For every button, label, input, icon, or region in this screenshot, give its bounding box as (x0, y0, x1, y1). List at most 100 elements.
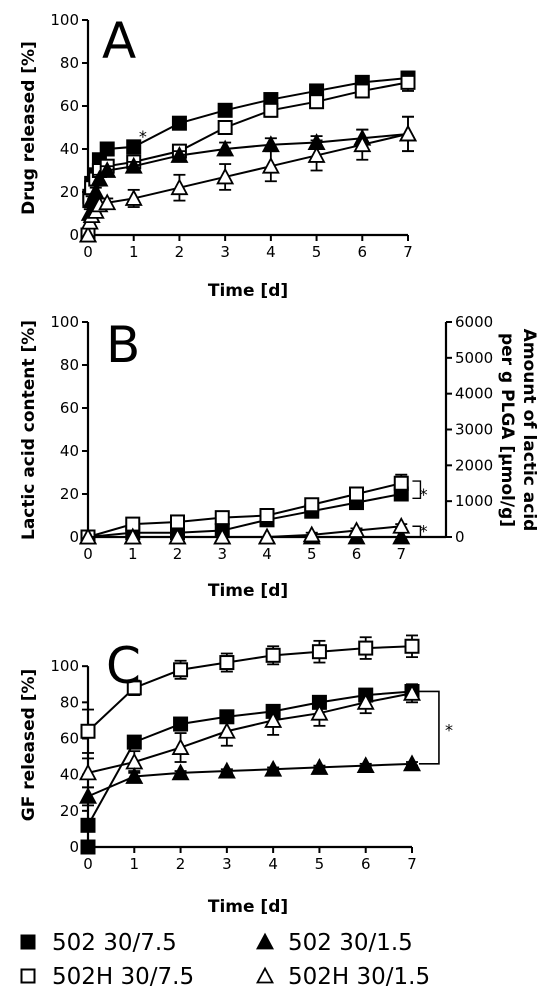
panel-b-ytick-label: 40 (60, 442, 79, 460)
panel-b-ytick-label: 60 (60, 399, 79, 417)
panel-a-data-point (216, 167, 235, 185)
panel-b-y2tick-label: 3000 (455, 421, 493, 439)
panel-c-series-502-30-1-5 (78, 754, 422, 807)
panel-c-data-point (78, 786, 98, 804)
panel-c-data-point (356, 756, 375, 774)
panel-a-ytick-label: 60 (60, 97, 79, 115)
panel-c-data-point (171, 738, 190, 755)
panel-b-y2tick-label: 6000 (455, 313, 493, 331)
panel-a-data-point (171, 115, 187, 131)
panel-a-xlabel: Time [d] (208, 281, 288, 301)
legend-marker-502-30-1-5 (255, 932, 275, 950)
panel-b-significance-star: * (420, 485, 428, 504)
panel-c-significance-bracket (418, 690, 440, 765)
panel-a-data-point (124, 156, 143, 174)
panel-b-y2label-line1: Amount of lactic acid (519, 329, 539, 532)
panel-c-xtick-label: 2 (176, 855, 186, 873)
panel-c-data-point (219, 655, 235, 671)
panel-b-ytick-label: 100 (50, 313, 79, 331)
panel-b-xtick-label: 3 (217, 545, 227, 563)
panel-a-data-point (98, 161, 117, 178)
panel-b-data-point (392, 516, 411, 534)
panel-letter-c: C (106, 637, 141, 695)
panel-a-xtick-label: 3 (220, 243, 230, 261)
panel-c-xlabel: Time [d] (208, 897, 288, 917)
panel-b-ytick-label: 0 (69, 528, 79, 546)
legend-marker-502h-30-7-5 (20, 968, 36, 984)
panel-c: 0 20 40 60 80 100 0 1 2 3 4 5 6 7 * (50, 634, 453, 873)
panel-c-data-point (402, 754, 422, 772)
panel-c-significance-star: * (445, 720, 453, 739)
panel-a-ytick-label: 0 (69, 226, 79, 244)
panel-a-data-point (354, 83, 370, 99)
panel-c-series-502h-30-1-5 (78, 683, 422, 789)
panel-a-ytick-label: 40 (60, 140, 79, 158)
panel-b-data-point (170, 514, 185, 530)
panel-c-data-point (125, 752, 144, 770)
panel-c-xtick-label: 6 (361, 855, 371, 873)
panel-c-ytick-label: 0 (69, 838, 79, 856)
panel-b-data-point (259, 508, 275, 523)
panel-a: 0 20 40 60 80 100 0 1 2 3 4 5 6 7 * (50, 11, 418, 261)
panel-c-data-point (126, 734, 142, 750)
panel-a-data-point (78, 225, 98, 243)
panel-c-series-line (87, 645, 413, 732)
panel-c-xtick-label: 4 (268, 855, 278, 873)
panel-a-data-point (307, 146, 326, 163)
panel-c-xtick-label: 0 (83, 855, 93, 873)
panel-b-y2label-line2: per g PLGA [µmol/g] (497, 333, 517, 527)
panel-c-data-point (265, 647, 281, 663)
panel-a-xtick-label: 2 (175, 243, 185, 261)
panel-a-data-point (353, 135, 372, 153)
panel-c-data-point (80, 817, 96, 833)
panel-b-data-point (302, 525, 321, 543)
panel-c-data-point (311, 644, 327, 660)
panel-letter-a: A (102, 12, 136, 70)
panel-c-data-point (125, 767, 144, 784)
panel-a-data-point (98, 193, 117, 211)
panel-c-data-point (264, 759, 283, 777)
panel-a-data-point (309, 94, 325, 110)
panel-b-series-502h-30-1-5 (78, 516, 411, 545)
panel-a-data-point (217, 120, 233, 135)
panel-c-data-point (358, 640, 374, 656)
panel-a-data-point (400, 74, 416, 90)
panel-c-data-point (310, 758, 329, 775)
legend-label-502h-30-1-5: 502H 30/1.5 (288, 964, 430, 990)
panel-a-ytick-label: 80 (60, 54, 79, 72)
panel-c-xtick-label: 3 (222, 855, 232, 873)
legend-label-502h-30-7-5: 502H 30/7.5 (52, 964, 194, 990)
panel-c-data-point (173, 716, 189, 732)
panel-c-xtick-label: 7 (407, 855, 417, 873)
panel-a-xtick-label: 4 (266, 243, 276, 261)
panel-letter-b: B (106, 316, 140, 374)
panel-c-data-point (80, 723, 96, 739)
panel-a-data-point (261, 156, 280, 174)
panel-a-ytick-label: 20 (60, 183, 79, 201)
panel-a-data-point (99, 141, 115, 157)
panel-c-data-point (217, 721, 236, 739)
panel-c-ytick-label: 60 (60, 730, 79, 748)
panel-c-data-point (310, 703, 329, 721)
panel-a-data-point (216, 139, 235, 157)
panel-a-data-point (124, 189, 143, 206)
panel-a-ytick-label: 100 (50, 11, 79, 29)
panel-c-data-point (404, 638, 420, 654)
panel-b-data-point (214, 510, 230, 526)
panel-c-ytick-label: 80 (60, 693, 79, 711)
panel-c-data-point (402, 683, 422, 701)
panel-b-data-point (257, 527, 277, 545)
panel-c-ytick-label: 100 (50, 657, 79, 675)
panel-b-significance-bracket (412, 480, 422, 499)
panel-a-xtick-label: 0 (83, 243, 93, 261)
panel-b-xtick-label: 7 (396, 545, 406, 563)
legend-label-502-30-1-5: 502 30/1.5 (288, 930, 413, 956)
panel-a-series-502h-30-1-5 (78, 115, 418, 243)
panel-b-xtick-label: 4 (262, 545, 272, 563)
panel-a-xtick-label: 6 (358, 243, 368, 261)
panel-b-xtick-label: 2 (173, 545, 183, 563)
panel-b-data-point (392, 527, 411, 545)
panel-a-xtick-label: 7 (403, 243, 413, 261)
